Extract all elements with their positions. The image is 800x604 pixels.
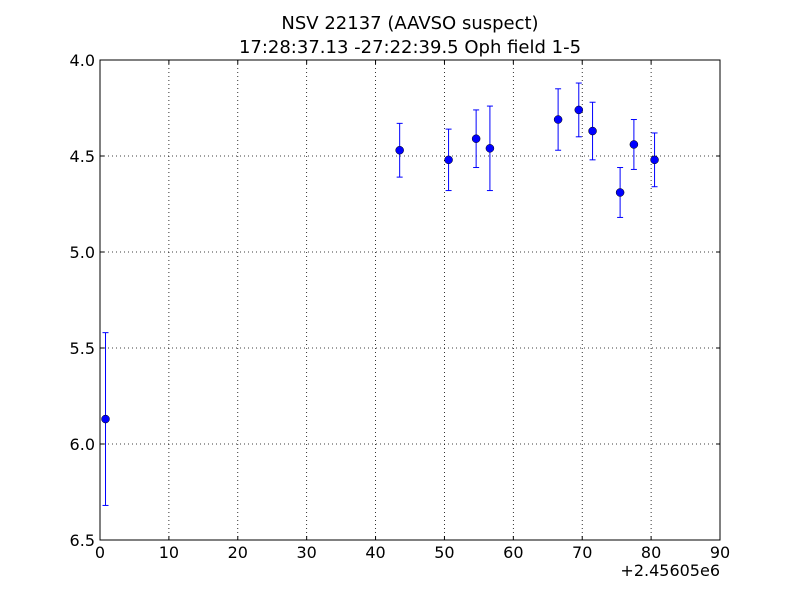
data-point [395, 145, 404, 155]
y-tick-label: 6.5 [70, 531, 95, 550]
x-tick-label: 40 [365, 543, 385, 562]
data-point [629, 140, 639, 149]
y-tick-label: 5.5 [70, 339, 95, 358]
x-tick-label: 30 [296, 543, 316, 562]
y-tick-label: 5.0 [70, 243, 95, 262]
x-tick-label: 60 [503, 543, 523, 562]
x-tick-label: 10 [159, 543, 179, 562]
chart-subtitle: 17:28:37.13 -27:22:39.5 Oph field 1-5 [239, 37, 581, 58]
data-point [574, 105, 584, 115]
x-offset-label: +2.45605e6 [620, 561, 720, 580]
grid [100, 60, 720, 540]
chart-title: NSV 22137 (AAVSO suspect) [281, 13, 538, 34]
x-tick-label: 80 [641, 543, 661, 562]
axis-ticks: 0 10 20 30 40 50 60 70 80 90 4.0 4.5 5.0 5.5 6.0 6.5 [70, 51, 731, 562]
x-tick-label: 90 [710, 543, 730, 562]
x-tick-label: 20 [228, 543, 248, 562]
y-tick-label: 4.0 [70, 51, 95, 70]
data-point [485, 144, 495, 153]
data-series [101, 82, 659, 506]
x-tick-label: 50 [434, 543, 454, 562]
plot-frame [99, 59, 721, 541]
data-point [553, 115, 563, 124]
x-tick-label: 0 [95, 543, 105, 562]
data-point [444, 155, 453, 165]
y-tick-label: 4.5 [70, 147, 95, 166]
y-tick-label: 6.0 [70, 435, 95, 454]
x-tick-label: 70 [572, 543, 592, 562]
data-point [588, 126, 597, 136]
data-point [101, 414, 110, 424]
data-point [650, 155, 659, 165]
data-point [471, 134, 481, 143]
data-point [615, 188, 625, 197]
